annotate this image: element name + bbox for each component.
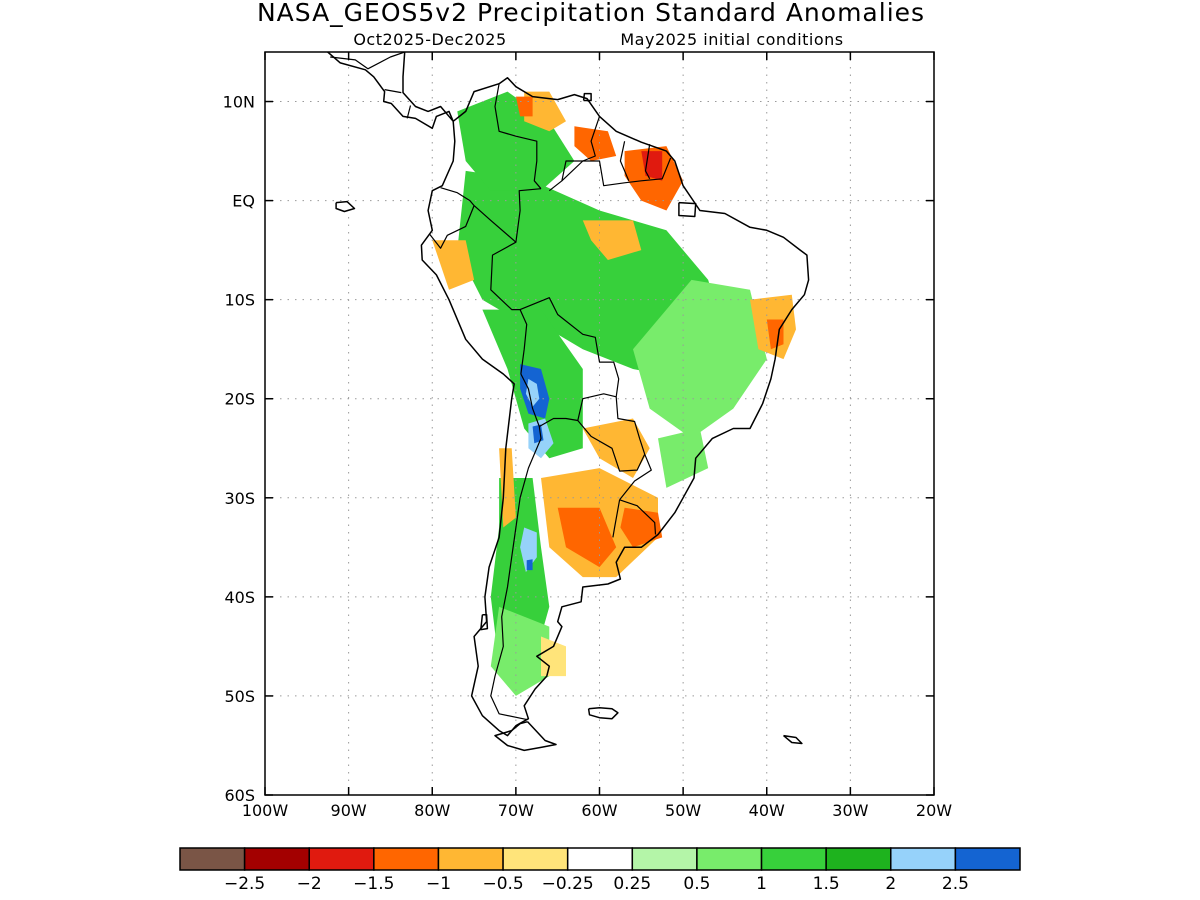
coastline-galapagos (335, 200, 356, 213)
coastline-layer (326, 52, 810, 752)
colorbar-label: −1 (426, 874, 451, 894)
colorbar-label: −2.5 (224, 874, 265, 894)
map-background (265, 52, 934, 795)
anomaly-region-patagonia-dry (541, 636, 566, 677)
coastline-tierra-del-fuego (494, 720, 557, 752)
border-uruguay-brazil (619, 499, 657, 535)
colorbar-swatch (631, 847, 698, 871)
colorbar-swatch (437, 847, 504, 871)
lon-tick-label: 70W (498, 801, 534, 820)
lon-tick-label: 90W (331, 801, 367, 820)
colorbar-label: 0.5 (683, 874, 710, 894)
colorbar-swatch (308, 847, 375, 871)
border-costa-rica-panama (406, 105, 412, 119)
border-peru-brazil-bolivia (490, 241, 528, 375)
colorbar-label: 1.5 (813, 874, 840, 894)
anomaly-region-orinoco-dry (574, 126, 617, 161)
lat-tick-label: 10N (223, 93, 255, 112)
axis-layer: 100W 90W 80W 70W 60W 50W 40W 30W 20W 10N EQ 10S 20S 3… (223, 52, 952, 820)
lon-tick-label: 80W (414, 801, 450, 820)
figure-title: NASA_GEOS5v2 Precipitation Standard Anom… (257, 0, 925, 27)
colorbar-swatch (243, 847, 310, 871)
colorbar-label: −0.25 (542, 874, 594, 894)
lon-tick-label: 100W (242, 801, 289, 820)
border-uruguay-argentina (612, 499, 621, 538)
border-layer (330, 52, 672, 721)
anomaly-region-bolivia-core (525, 378, 540, 407)
border-suriname-frguiana (644, 144, 651, 180)
coastline-trinidad (582, 92, 592, 102)
border-argentina-brazil (619, 453, 652, 501)
anomaly-region-colombia-venezuela-wet (457, 91, 575, 191)
border-colombia-ecuador (440, 187, 475, 206)
anomaly-region-patagonia-moderate-wet (490, 606, 550, 696)
lon-tick-label: 40W (749, 801, 785, 820)
coastline-marajo (678, 201, 697, 218)
border-colombia-peru-brazil (473, 188, 542, 243)
anomaly-layer (432, 91, 796, 696)
colorbar-swatch (696, 847, 763, 871)
anomaly-region-cuyo-core (526, 559, 533, 571)
coastline-falkland-islands (587, 707, 619, 720)
anomaly-region-upper-amazon-dry (582, 220, 642, 260)
border-paraguay-brazil (615, 396, 646, 455)
border-nicaragua-costa-rica (384, 89, 402, 94)
coastline-chiloe (480, 613, 489, 631)
lat-tick-label: 40S (224, 588, 255, 607)
colorbar-label: 0.25 (613, 874, 651, 894)
border-paraguay-argentina (577, 420, 646, 472)
lat-tick-label: EQ (232, 192, 255, 211)
lat-tick-label: 30S (224, 489, 255, 508)
colorbar-label: 1 (756, 874, 767, 894)
anomaly-region-paraguay-dry (582, 418, 650, 478)
border-colombia-venezuela (494, 83, 542, 190)
colorbar-label: −2 (297, 874, 322, 894)
border-central-america-borders (330, 52, 405, 70)
lon-tick-label: 30W (832, 801, 868, 820)
colorbar-swatch (890, 847, 957, 871)
colorbar-swatch (502, 847, 569, 871)
colorbar-label: −0.5 (482, 874, 523, 894)
colorbar-swatch (825, 847, 892, 871)
anomaly-region-chile-coast-dry (499, 448, 516, 528)
lat-tick-label: 20S (224, 390, 255, 409)
anomaly-region-pampas-strong-dry (557, 507, 617, 568)
anomaly-region-central-brazil-moderate-wet (633, 279, 767, 439)
border-guianas-brazil (561, 157, 672, 187)
coastline-central-america (326, 52, 454, 130)
anomaly-region-ne-brazil-strong-dry (766, 319, 784, 350)
coastline-south-america (420, 77, 810, 737)
border-bolivia-brazil (519, 297, 620, 397)
coastline-south-georgia (783, 734, 803, 745)
colorbar-swatch (373, 847, 440, 871)
anomaly-region-venezuela-dry (524, 91, 566, 132)
colorbar-label: 2 (885, 874, 896, 894)
forecast-period: Oct2025-Dec2025 (353, 30, 506, 49)
lat-tick-label: 60S (224, 786, 255, 805)
lon-tick-label: 20W (916, 801, 952, 820)
colorbar: −2.5 −2 −1.5 −1 −0.5 −0.25 0.25 0.5 1 1.5 2 2.5 (179, 847, 1021, 894)
anomaly-region-cuyo-wet (520, 527, 537, 573)
lat-tick-label: 10S (224, 291, 255, 310)
anomaly-region-peru-coast-dry (432, 240, 475, 290)
colorbar-label: 2.5 (942, 874, 969, 894)
border-ecuador-peru (429, 205, 475, 249)
map-panel (264, 51, 935, 796)
colorbar-swatch (760, 847, 827, 871)
border-chile-bolivia-argentina (490, 373, 542, 721)
colorbar-swatch (954, 847, 1021, 871)
lon-tick-label: 50W (665, 801, 701, 820)
initial-conditions: May2025 initial conditions (620, 30, 843, 49)
anomaly-region-uruguay-dry (620, 507, 663, 548)
lon-tick-label: 60W (581, 801, 617, 820)
lat-tick-label: 50S (224, 687, 255, 706)
border-guyana-suriname (619, 141, 630, 182)
colorbar-swatch (566, 847, 634, 871)
colorbar-label: −1.5 (353, 874, 394, 894)
colorbar-swatch (179, 847, 246, 871)
